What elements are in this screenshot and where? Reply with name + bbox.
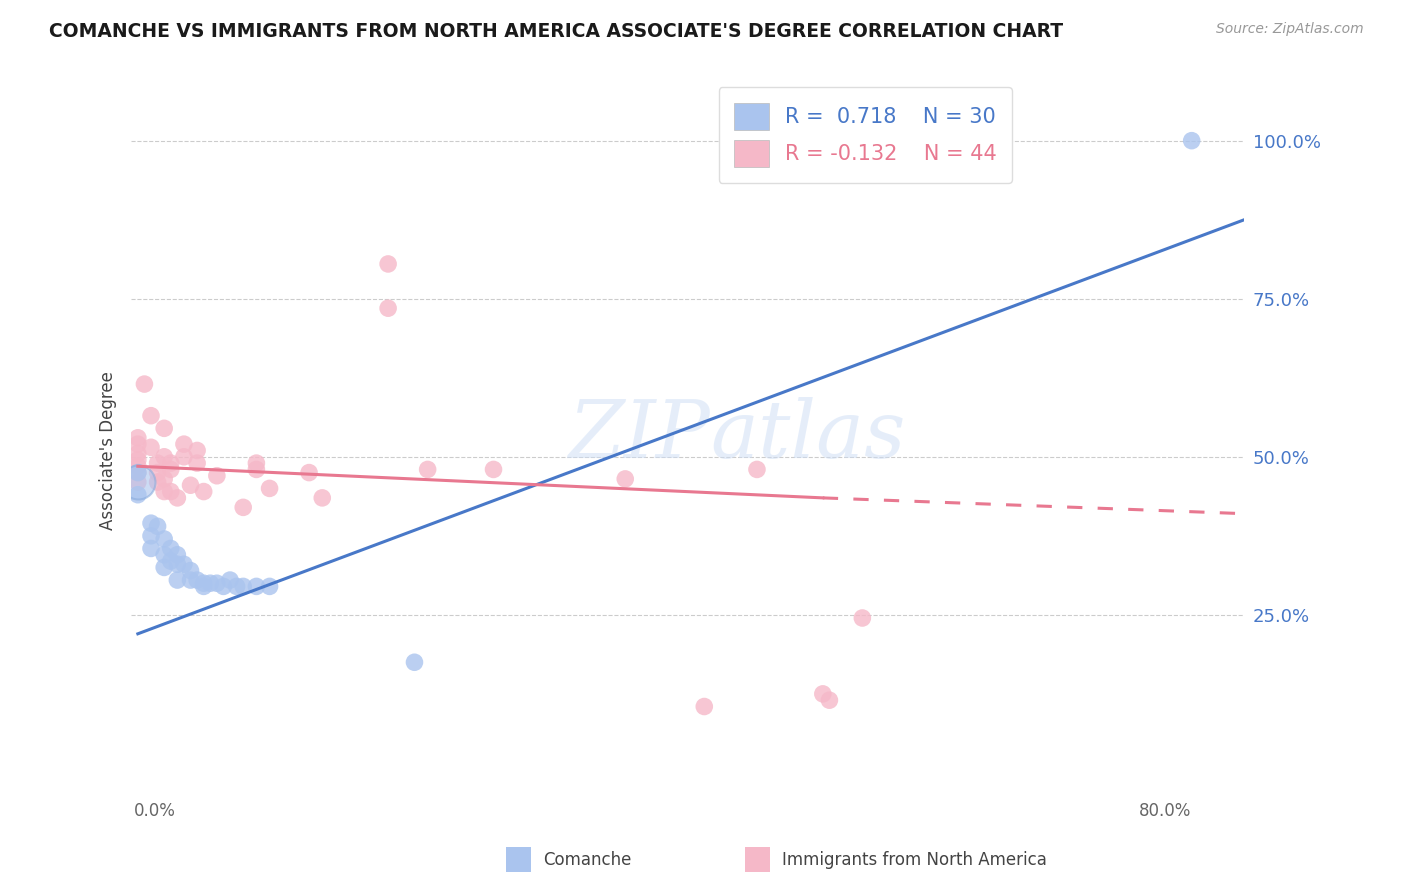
Legend: R =  0.718    N = 30, R = -0.132    N = 44: R = 0.718 N = 30, R = -0.132 N = 44: [718, 87, 1012, 183]
Point: [166, 548, 188, 562]
Point: [127, 447, 149, 461]
Text: Immigrants from North America: Immigrants from North America: [782, 851, 1046, 869]
Text: atlas: atlas: [710, 397, 905, 475]
Point: [139, 440, 162, 454]
Point: [482, 462, 505, 476]
Point: [166, 573, 188, 587]
Point: [818, 693, 841, 707]
Point: [259, 482, 281, 496]
Point: [245, 456, 267, 470]
Text: ZIP: ZIP: [568, 397, 710, 475]
Point: [173, 558, 195, 572]
Point: [180, 478, 202, 492]
Point: [153, 548, 176, 562]
Point: [186, 443, 208, 458]
Point: [127, 453, 149, 467]
Point: [811, 687, 834, 701]
Point: [193, 576, 215, 591]
Point: [166, 558, 188, 572]
Point: [745, 462, 768, 476]
Point: [614, 472, 637, 486]
Point: [693, 699, 716, 714]
Point: [159, 541, 181, 556]
Point: [186, 456, 208, 470]
Point: [139, 409, 162, 423]
Point: [173, 450, 195, 464]
Point: [146, 475, 169, 489]
Point: [159, 484, 181, 499]
Point: [219, 573, 242, 587]
Point: [139, 541, 162, 556]
Point: [127, 466, 149, 480]
Point: [127, 437, 149, 451]
Point: [245, 579, 267, 593]
Point: [153, 472, 176, 486]
Point: [205, 468, 228, 483]
Point: [186, 573, 208, 587]
Point: [139, 529, 162, 543]
Text: Comanche: Comanche: [543, 851, 631, 869]
Point: [153, 532, 176, 546]
Point: [173, 437, 195, 451]
Point: [311, 491, 333, 505]
Point: [127, 475, 149, 489]
Point: [127, 466, 149, 480]
Text: 80.0%: 80.0%: [1139, 802, 1192, 821]
Point: [193, 579, 215, 593]
Point: [1181, 134, 1204, 148]
Text: Source: ZipAtlas.com: Source: ZipAtlas.com: [1216, 22, 1364, 37]
Point: [153, 421, 176, 435]
Point: [127, 475, 149, 489]
Point: [212, 579, 235, 593]
Point: [146, 456, 169, 470]
Point: [139, 516, 162, 531]
Point: [245, 462, 267, 476]
Point: [298, 466, 321, 480]
Point: [180, 573, 202, 587]
Point: [377, 257, 399, 271]
Point: [232, 579, 254, 593]
Point: [225, 579, 247, 593]
Point: [127, 488, 149, 502]
Point: [127, 459, 149, 474]
Point: [416, 462, 439, 476]
Point: [153, 560, 176, 574]
Point: [404, 655, 426, 669]
Y-axis label: Associate's Degree: Associate's Degree: [100, 371, 117, 530]
Point: [153, 484, 176, 499]
Point: [134, 377, 156, 392]
Text: 0.0%: 0.0%: [134, 802, 176, 821]
Point: [159, 456, 181, 470]
Point: [377, 301, 399, 316]
Point: [166, 491, 188, 505]
Point: [146, 519, 169, 533]
Point: [200, 576, 222, 591]
Point: [159, 462, 181, 476]
Point: [153, 450, 176, 464]
Point: [205, 576, 228, 591]
Point: [851, 611, 873, 625]
Point: [193, 484, 215, 499]
Point: [127, 431, 149, 445]
Point: [146, 466, 169, 480]
Point: [159, 554, 181, 568]
Text: COMANCHE VS IMMIGRANTS FROM NORTH AMERICA ASSOCIATE'S DEGREE CORRELATION CHART: COMANCHE VS IMMIGRANTS FROM NORTH AMERIC…: [49, 22, 1063, 41]
Point: [232, 500, 254, 515]
Point: [180, 564, 202, 578]
Point: [259, 579, 281, 593]
